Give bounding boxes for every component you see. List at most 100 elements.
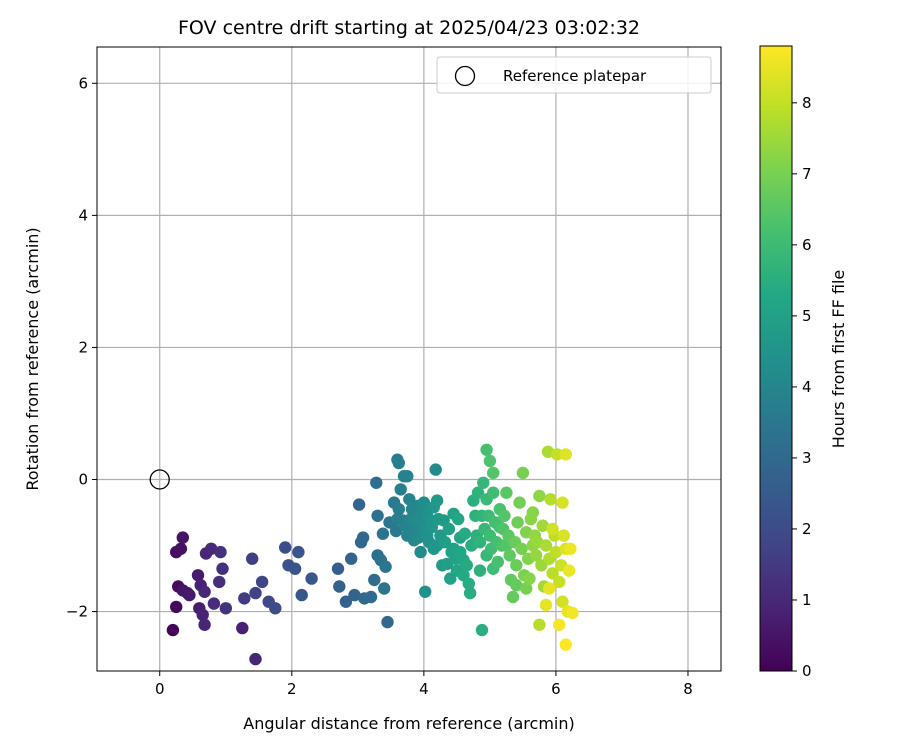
reference-platepar-marker (149, 469, 170, 490)
scatter-point (207, 597, 221, 610)
x-tick-label: 0 (155, 680, 165, 698)
x-tick-label: 8 (683, 680, 693, 698)
colorbar-tick-label: 1 (802, 591, 812, 609)
scatter-point (498, 509, 511, 522)
scatter-point (559, 448, 572, 461)
scatter-point (516, 466, 530, 480)
colorbar: 0 1 2 3 4 5 6 7 8 Hours from first FF file (759, 45, 848, 680)
scatter-point (348, 588, 361, 602)
scatter-point (371, 509, 384, 522)
scatter-point (414, 545, 427, 559)
data-points (166, 443, 579, 666)
scatter-point (216, 562, 229, 575)
scatter-point (471, 486, 485, 499)
colorbar-tick-label: 3 (802, 449, 812, 467)
colorbar-ticks: 0 1 2 3 4 5 6 7 8 (792, 94, 812, 680)
scatter-point (166, 623, 180, 637)
scatter-point (452, 512, 465, 526)
scatter-point (539, 598, 553, 612)
scatter-point (442, 522, 456, 536)
scatter-point (533, 489, 546, 503)
colorbar-tick-label: 6 (802, 236, 812, 254)
scatter-point (183, 588, 196, 602)
scatter-point (533, 618, 546, 631)
colorbar-tick-label: 8 (802, 94, 812, 112)
scatter-point (458, 527, 471, 540)
scatter-point (549, 545, 563, 559)
scatter-point (292, 545, 305, 559)
scatter-point (506, 590, 520, 604)
colorbar-tick-label: 4 (802, 378, 812, 396)
scatter-point (515, 542, 528, 555)
scatter-point (376, 527, 390, 540)
scatter-point (543, 582, 556, 595)
scatter-point (170, 600, 183, 614)
scatter-point (473, 564, 487, 577)
scatter-point (419, 585, 432, 598)
colorbar-tick-label: 7 (802, 165, 812, 183)
scatter-point (511, 516, 524, 529)
colorbar-tick-label: 2 (802, 520, 812, 538)
scatter-point (205, 542, 218, 555)
scatter-point (477, 476, 490, 489)
scatter-point (483, 454, 497, 468)
scatter-point (463, 586, 477, 600)
scatter-point (238, 592, 251, 605)
scatter-point (249, 586, 262, 600)
scatter-point (255, 575, 269, 589)
scatter-point (219, 602, 232, 615)
scatter-point (430, 494, 444, 507)
scatter-point (370, 476, 383, 489)
scatter-point (345, 552, 358, 565)
x-axis-label: Angular distance from reference (arcmin) (243, 714, 574, 733)
x-axis-ticks: 0 2 4 6 8 (155, 671, 693, 698)
scatter-point (333, 580, 346, 593)
scatter-point (378, 582, 391, 595)
scatter-point (520, 582, 533, 595)
scatter-point (510, 579, 523, 592)
scatter-point (553, 575, 566, 589)
scatter-point (546, 522, 559, 536)
scatter-point (460, 559, 473, 572)
scatter-point (438, 536, 452, 549)
y-tick-label: 2 (78, 338, 88, 356)
y-tick-label: 0 (78, 471, 88, 489)
scatter-point (524, 512, 537, 526)
legend-label: Reference platepar (503, 67, 647, 85)
scatter-point (487, 486, 500, 499)
scatter-point (417, 496, 431, 509)
scatter-point (559, 638, 572, 651)
plot-frame (96, 46, 722, 672)
scatter-point (556, 595, 569, 608)
legend-marker (454, 65, 476, 87)
scatter-point (539, 539, 553, 552)
scatter-point (553, 618, 566, 631)
scatter-point (503, 549, 516, 562)
scatter-point (564, 542, 577, 555)
scatter-point (566, 606, 579, 620)
scatter-point (491, 555, 504, 569)
scatter-point (176, 531, 189, 544)
chart-title: FOV centre drift starting at 2025/04/23 … (178, 17, 640, 39)
scatter-point (174, 542, 188, 555)
scatter-point (562, 564, 576, 577)
scatter-point (473, 536, 487, 549)
scatter-point (381, 615, 394, 629)
scatter-point (475, 623, 489, 637)
scatter-point (529, 549, 543, 562)
scatter-point (249, 652, 262, 666)
y-tick-label: 6 (78, 74, 88, 92)
scatter-point (305, 572, 318, 585)
grid-lines (97, 47, 721, 671)
scatter-point (191, 569, 205, 582)
scatter-point (480, 443, 493, 456)
scatter-point (557, 529, 570, 542)
scatter-point (214, 545, 227, 559)
scatter-point (295, 588, 308, 602)
scatter-point (213, 575, 226, 589)
scatter-point (198, 618, 211, 631)
scatter-point (551, 448, 564, 461)
scatter-point (544, 493, 557, 506)
scatter-point (500, 486, 513, 499)
